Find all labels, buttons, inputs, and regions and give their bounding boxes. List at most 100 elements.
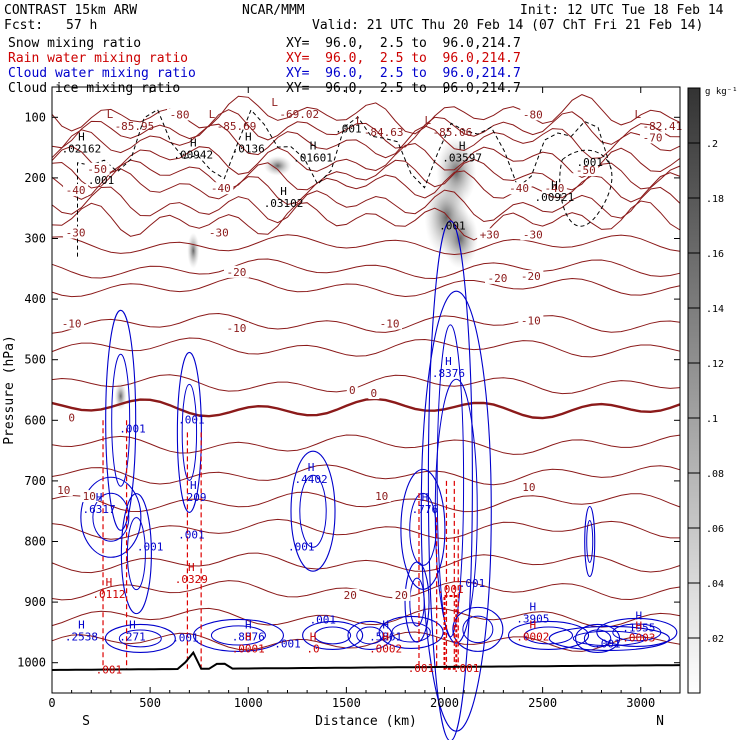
isotherm-line-2 bbox=[51, 123, 681, 159]
temp-label-28: 20 bbox=[395, 589, 408, 602]
isotherm-line-13 bbox=[51, 374, 681, 395]
high-marker-19: H bbox=[245, 631, 252, 644]
high-value-9: .209 bbox=[180, 491, 207, 504]
cloud-water-contour-2 bbox=[290, 450, 336, 572]
high-value-0: .02162 bbox=[62, 143, 102, 156]
isotherm-line-21 bbox=[51, 607, 681, 628]
temp-label-1: -80 bbox=[523, 108, 543, 121]
field-snow-xy: XY= 96.0, 2.5 to 96.0,214.7 bbox=[286, 36, 521, 51]
init-time: Init: 12 UTC Tue 18 Feb 14 bbox=[520, 3, 724, 18]
cloud-water-contour-inner-5 bbox=[92, 492, 130, 542]
colorbar-tick-label-5: .1 bbox=[706, 414, 718, 425]
temp-label-bg-19 bbox=[518, 314, 544, 327]
high-value-13: .271 bbox=[119, 630, 146, 643]
small-value-2: .001 bbox=[88, 174, 115, 187]
temp-label-8: -40 bbox=[544, 182, 564, 195]
small-value-6: .001 bbox=[137, 541, 164, 554]
model-title: CONTRAST 15km ARW bbox=[4, 3, 138, 18]
colorbar-tick-label-8: .04 bbox=[706, 579, 724, 590]
high-value-12: .2538 bbox=[65, 630, 98, 643]
cloud-water-contour-19 bbox=[404, 561, 430, 643]
cloud-water-contour-inner-3 bbox=[436, 324, 465, 638]
temp-label-bg-9 bbox=[63, 226, 89, 239]
y-axis-label: Pressure (hPa) bbox=[2, 335, 17, 445]
colorbar-unit: g kg⁻¹ bbox=[705, 87, 738, 97]
temp-label-bg-25 bbox=[372, 490, 391, 503]
high-value-20: .0 bbox=[306, 643, 319, 656]
cloud-water-contour-inner-8 bbox=[118, 629, 162, 648]
high-marker-9: H bbox=[190, 479, 197, 492]
cloud-water-contour-3 bbox=[427, 220, 473, 740]
high-value-6: .00921 bbox=[535, 191, 575, 204]
isotherm-line-12 bbox=[51, 337, 681, 358]
isotherm-line-14 bbox=[51, 397, 681, 420]
y-tick-label-1: 200 bbox=[24, 171, 46, 185]
temp-label-12: -30 bbox=[523, 228, 543, 241]
forecast-label: Fcst: bbox=[4, 18, 44, 33]
temp-label-bg-20 bbox=[66, 411, 78, 424]
cloud-ice-contour-north bbox=[559, 149, 613, 227]
high-marker-20: H bbox=[310, 631, 317, 644]
isotherm-line-0 bbox=[51, 94, 681, 135]
temp-label-bg-15 bbox=[518, 270, 544, 283]
high-marker-10: H bbox=[308, 461, 315, 474]
cloud-water-contour-inner-13 bbox=[462, 615, 494, 644]
temp-label-bg-8 bbox=[541, 182, 567, 195]
cloud-water-contour-18 bbox=[120, 493, 152, 615]
high-marker-5: H bbox=[459, 140, 466, 153]
temp-label-18: -10 bbox=[380, 317, 400, 330]
cloud-water-contour-9 bbox=[192, 618, 284, 652]
temp-label-bg-3 bbox=[84, 162, 110, 175]
colorbar-tick-label-9: .02 bbox=[706, 634, 724, 645]
forecast-hours: 57 h bbox=[66, 18, 98, 33]
low-marker-1: L bbox=[209, 108, 216, 121]
temp-label-bg-7 bbox=[506, 182, 532, 195]
temp-label-26: 10 bbox=[522, 481, 535, 494]
temp-label-3: -50 bbox=[87, 163, 107, 176]
small-value-11: .001 bbox=[310, 613, 337, 626]
temp-label-bg-6 bbox=[208, 182, 234, 195]
low-marker-2: L bbox=[271, 96, 278, 109]
rain-water-core bbox=[443, 595, 458, 670]
temp-label-6: -40 bbox=[211, 182, 231, 195]
high-marker-23: H bbox=[635, 620, 642, 633]
temp-label-bg-24 bbox=[80, 490, 99, 503]
high-value-22: .0002 bbox=[516, 630, 549, 643]
colorbar-tick-label-1: .18 bbox=[706, 194, 724, 205]
temp-label-bg-11 bbox=[477, 228, 503, 241]
colorbar-bar bbox=[687, 87, 701, 694]
south-end-label: S bbox=[82, 714, 90, 729]
x-tick-label-3: 1500 bbox=[332, 696, 361, 710]
cloud-water-contour-7 bbox=[584, 505, 596, 578]
cloud-water-contour-inner-19 bbox=[409, 577, 425, 627]
isotherm-line-10 bbox=[51, 276, 681, 298]
temp-label-20: 0 bbox=[68, 411, 75, 424]
x-tick-label-4: 2000 bbox=[430, 696, 459, 710]
field-rain-name: Rain water mixing ratio bbox=[8, 51, 189, 66]
temp-label-17: -10 bbox=[227, 322, 247, 335]
isotherm-line-22 bbox=[51, 631, 681, 652]
y-tick-label-5: 600 bbox=[24, 413, 46, 427]
cloud-water-contour-10 bbox=[302, 620, 364, 650]
temp-label-24: 10 bbox=[83, 490, 96, 503]
small-value-12: .001 bbox=[274, 638, 301, 651]
high-value-19: .0001 bbox=[232, 643, 265, 656]
temp-label-bg-22 bbox=[368, 387, 380, 400]
y-tick-label-3: 400 bbox=[24, 292, 46, 306]
temp-label-bg-2 bbox=[640, 131, 666, 144]
colorbar-tick-label-7: .06 bbox=[706, 524, 724, 535]
temp-label-bg-16 bbox=[59, 317, 85, 330]
isotherm-line-19 bbox=[51, 552, 681, 574]
field-cloud-ice-xy: XY= 96.0, 2.5 to 96.0,214.7 bbox=[286, 81, 521, 96]
isotherm-line-16 bbox=[51, 464, 681, 486]
high-marker-14: H bbox=[245, 618, 252, 631]
x-tick-label-1: 500 bbox=[139, 696, 161, 710]
temp-label-27: 20 bbox=[344, 589, 357, 602]
temp-label-25: 10 bbox=[375, 490, 388, 503]
field-snow-name: Snow mixing ratio bbox=[8, 36, 142, 51]
low-value-5: -82.41 bbox=[642, 120, 682, 133]
temp-label-bg-1 bbox=[520, 108, 546, 121]
colorbar-tick-label-3: .14 bbox=[706, 304, 724, 315]
temp-label-bg-0 bbox=[167, 108, 193, 121]
cloud-water-contour-inner-12 bbox=[391, 622, 431, 643]
